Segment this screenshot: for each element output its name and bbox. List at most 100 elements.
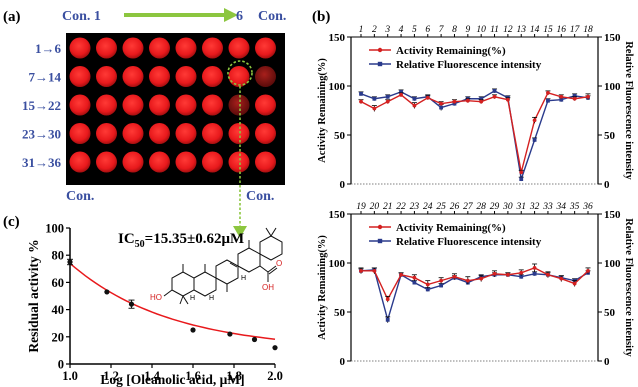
data-point-activity: [492, 94, 497, 99]
data-point-activity: [519, 270, 524, 275]
y-tick-label: 40: [52, 303, 65, 317]
green-arrow-head: [224, 8, 238, 22]
row-label: 23→30: [22, 127, 61, 142]
data-point-activity: [425, 95, 430, 100]
x-tick-label: 19: [356, 202, 366, 212]
data-point-activity: [492, 271, 497, 276]
x-tick-label: 13: [516, 25, 526, 35]
data-point-fluorescence: [559, 97, 564, 102]
chart-c: 0 20 40 60 80 100 1.0 1.2 1.4 1.6 1.8 2.0 Residual a…: [26, 222, 283, 387]
data-point-fluorescence: [572, 93, 577, 98]
highlight-arrow-head: [233, 226, 247, 238]
well: [175, 151, 197, 173]
well: [149, 66, 170, 87]
well: [69, 123, 91, 144]
x-tick-label: 14: [530, 25, 540, 35]
data-point: [251, 336, 258, 343]
ic50-base: IC: [118, 231, 135, 247]
well: [96, 151, 117, 173]
data-point-activity: [399, 92, 403, 97]
data-point: [190, 327, 196, 333]
row-labels: 1→6 7→14 15→22 23→30 31→36: [22, 41, 62, 170]
y-tick-label: 50: [334, 307, 346, 319]
y2-tick-label: 150: [604, 32, 621, 44]
data-point-activity: [412, 103, 417, 108]
row-label: 7→14: [29, 70, 62, 85]
data-point-fluorescence: [399, 89, 403, 94]
x-tick-label: 20: [370, 202, 380, 212]
data-point-activity: [572, 96, 577, 101]
y-tick-label: 100: [45, 222, 64, 236]
data-point-activity: [519, 170, 524, 175]
well: [149, 37, 170, 59]
well: [149, 123, 170, 144]
well: [255, 66, 276, 87]
x-tick-label: 1.8: [226, 369, 242, 383]
x-tick-label: 26: [450, 202, 460, 212]
x-tick-label: 18: [583, 25, 593, 35]
legend-label: Relative Fluorescence intensity: [396, 236, 542, 248]
fit-curve: [69, 262, 276, 340]
well: [122, 94, 144, 116]
data-point-activity: [559, 276, 564, 281]
data-point-activity: [372, 268, 377, 273]
y2-tick-label: 100: [604, 258, 621, 270]
data-point-activity: [452, 99, 457, 104]
well: [175, 123, 197, 144]
data-point-activity: [546, 272, 550, 277]
x-tick-label: 16: [557, 25, 567, 35]
data-point: [272, 345, 278, 351]
data-point-activity: [465, 98, 470, 103]
x-tick-label: 6: [425, 25, 430, 35]
data-point-fluorescence: [492, 89, 497, 93]
y-tick-label: 0: [58, 358, 64, 372]
legend-marker: [377, 61, 383, 67]
y-tick-label: 80: [52, 249, 65, 263]
x-tick-label: 9: [465, 25, 470, 35]
row-label: 31→36: [22, 155, 62, 170]
well: [149, 151, 170, 173]
well: [202, 37, 223, 59]
y-axis-title: Activity Remaining(%): [317, 58, 328, 163]
well: [202, 94, 223, 116]
data-point-fluorescence: [439, 283, 444, 288]
x-tick-label: 1.6: [185, 369, 201, 383]
data-point-activity: [532, 118, 537, 123]
data-point: [128, 301, 135, 307]
data-point: [104, 289, 110, 295]
data-point-activity: [586, 94, 590, 99]
y2-tick-label: 100: [604, 81, 621, 93]
x-tick-label: 33: [542, 202, 553, 212]
y2-tick-label: 50: [604, 307, 616, 319]
panel-b-label: (b): [312, 9, 330, 25]
x-tick-label: 2.0: [267, 369, 283, 383]
x-tick-label: 35: [569, 202, 580, 212]
data-point-activity: [439, 101, 444, 106]
data-point-fluorescence: [546, 98, 550, 103]
molecule-h1: H: [209, 295, 214, 302]
y-tick-label: 0: [340, 179, 346, 191]
data-point-activity: [425, 282, 430, 287]
well: [96, 123, 117, 144]
data-point-fluorescence: [372, 96, 377, 101]
y2-tick-label: 0: [604, 356, 610, 368]
data-point-fluorescence: [385, 94, 390, 99]
y2-tick-label: 150: [604, 209, 621, 221]
x-tick-label: 8: [452, 25, 457, 35]
well: [69, 66, 91, 87]
well: [228, 123, 250, 144]
data-point-activity: [479, 276, 484, 281]
y-tick-label: 50: [334, 130, 346, 142]
molecule-oh: OH: [262, 283, 274, 292]
legend-label: Activity Remaining(%): [396, 45, 506, 57]
molecule-h2: H: [190, 295, 195, 302]
x-tick-label: 31: [515, 202, 526, 212]
data-point-activity: [465, 278, 470, 283]
data-point-activity: [586, 268, 590, 273]
molecule-ho: HO: [150, 293, 162, 302]
legend-label: Relative Fluorescence intensity: [396, 59, 542, 71]
y2-axis-title: Relative Fluorescence intensity: [623, 41, 634, 180]
x-tick-label: 34: [556, 202, 567, 212]
data-point-activity: [505, 97, 510, 102]
